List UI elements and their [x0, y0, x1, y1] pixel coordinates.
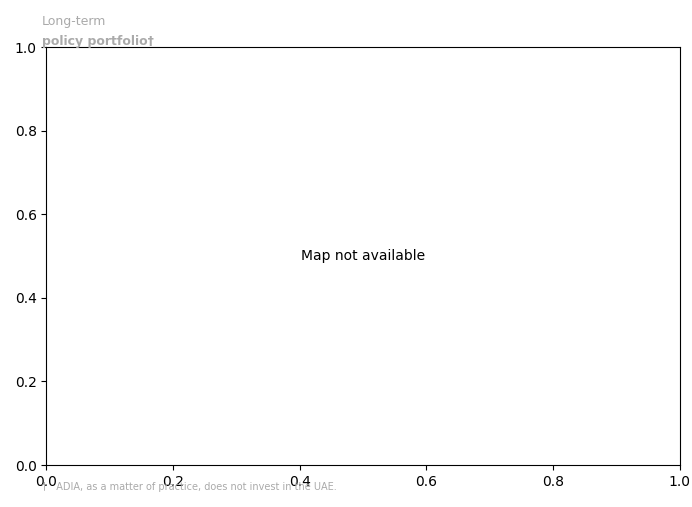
Text: policy portfolio†: policy portfolio†: [42, 35, 154, 49]
Text: Map not available: Map not available: [301, 249, 425, 263]
Text: †   ADIA, as a matter of practice, does not invest in the UAE.: † ADIA, as a matter of practice, does no…: [42, 482, 336, 492]
Text: Long-term: Long-term: [42, 15, 106, 28]
